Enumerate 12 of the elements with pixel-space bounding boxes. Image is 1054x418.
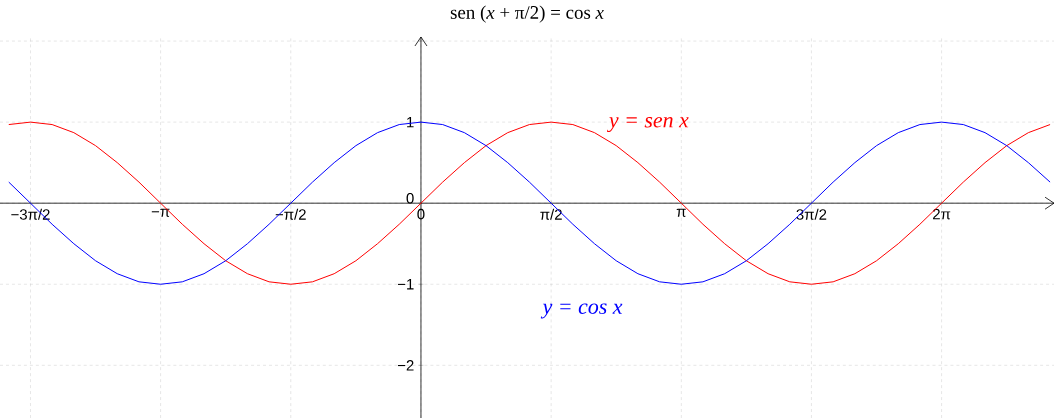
y-tick-label: 0: [406, 192, 414, 204]
series-label: y = cos x: [540, 303, 623, 319]
x-tick-label: −π: [151, 208, 170, 217]
x-tick-label: 0: [417, 208, 425, 220]
series-label: y = sen x: [607, 117, 689, 133]
x-tick-label: π/2: [540, 208, 562, 220]
y-tick-label: −1: [397, 279, 414, 290]
x-tick-label: −π/2: [275, 208, 306, 220]
chart-title: sen (x + π/2) = cos x: [450, 5, 604, 23]
x-tick-label: π: [676, 208, 686, 217]
y-tick-label: −2: [397, 360, 414, 371]
x-tick-label: 2π: [933, 208, 951, 220]
